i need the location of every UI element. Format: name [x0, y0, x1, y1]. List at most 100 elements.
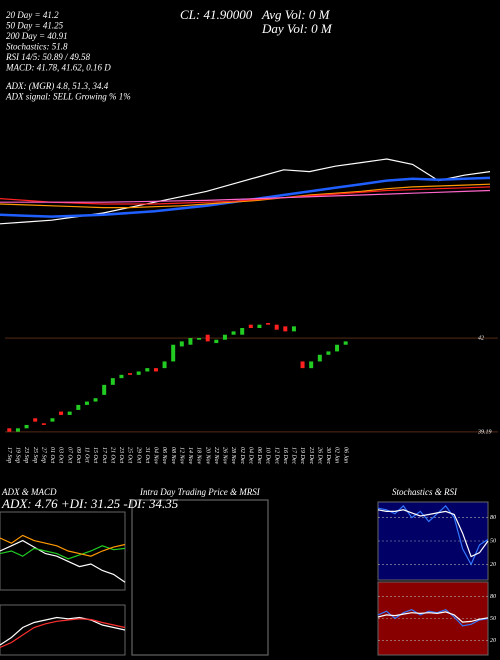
x-tick-label: 20 Nov: [204, 447, 210, 465]
header-text: 20 Day = 41.2: [6, 10, 59, 20]
candle-body: [214, 339, 219, 344]
candle-body: [67, 411, 72, 415]
x-tick-label: 28 Nov: [230, 447, 236, 465]
line-series: [377, 505, 489, 566]
x-tick-label: 23 Sep: [23, 447, 29, 463]
candle-body: [266, 323, 271, 325]
header-text: ADX signal: SELL Growing % 1%: [5, 92, 131, 102]
candle-body: [15, 428, 20, 432]
x-tick-label: 31 Oct: [144, 446, 150, 463]
line-series: [0, 539, 126, 583]
candle-body: [162, 361, 167, 369]
x-tick-label: 06 Dec: [256, 447, 262, 464]
x-tick-label: 11 Oct: [84, 447, 90, 463]
line-series: [0, 616, 126, 646]
x-tick-label: 04 Nov: [153, 447, 160, 465]
x-tick-label: 17 Oct: [101, 447, 107, 463]
y-tick-label: 39.19: [477, 429, 492, 435]
candle-body: [110, 378, 115, 385]
x-tick-label: 09 Oct: [75, 447, 81, 463]
candle-body: [188, 338, 193, 345]
x-tick-label: 25 Sep: [32, 447, 38, 463]
x-tick-label: 12 Dec: [273, 447, 279, 464]
close: CL: 41.90000: [180, 7, 253, 22]
y-tick-label: 20: [490, 562, 496, 568]
x-tick-label: 17 Dec: [291, 447, 297, 464]
line-series: [0, 545, 126, 560]
header-text: RSI 14/5: 50.89 / 49.58: [5, 52, 90, 62]
x-tick-label: 10 Dec: [265, 447, 271, 464]
x-tick-label: 01 Oct: [49, 447, 55, 463]
y-tick-label: 50: [490, 616, 496, 622]
candle-body: [179, 341, 184, 347]
x-tick-label: 19 Sep: [15, 447, 21, 463]
header-text: Stochastics: 51.8: [6, 42, 68, 52]
x-tick-label: 26 Dec: [316, 447, 322, 464]
line-series: [0, 186, 491, 205]
x-tick-label: 17 Sep: [6, 447, 12, 463]
x-tick-label: 02 Jan: [334, 447, 340, 463]
candle-body: [197, 338, 202, 340]
candle-body: [205, 334, 210, 342]
candle-body: [274, 324, 279, 330]
candle-body: [41, 423, 46, 425]
x-tick-label: 02 Dec: [239, 447, 245, 464]
candle-body: [326, 351, 331, 355]
x-tick-label: 06 Nov: [161, 447, 167, 465]
candle-body: [128, 373, 133, 375]
header-text: MACD: 41.78, 41.62, 0.16 D: [5, 63, 111, 73]
x-tick-label: 04 Dec: [247, 447, 254, 464]
line-series: [0, 183, 491, 209]
header-text: 50 Day = 41.25: [6, 21, 64, 31]
candle-body: [248, 324, 253, 329]
candle-body: [231, 331, 236, 335]
x-tick-label: 12 Nov: [178, 447, 184, 465]
candle-body: [59, 411, 64, 415]
x-tick-label: 14 Nov: [187, 447, 194, 465]
candle-body: [136, 371, 141, 375]
x-tick-label: 23 Oct: [118, 447, 124, 463]
candle-body: [309, 361, 314, 369]
x-tick-label: 23 Dec: [308, 447, 314, 464]
candle-body: [24, 424, 29, 429]
line-series: [377, 611, 489, 623]
candle-body: [291, 326, 296, 332]
candle-body: [283, 326, 288, 332]
candle-body: [153, 368, 158, 372]
y-tick-label: 50: [490, 538, 496, 544]
x-tick-label: 29 Oct: [135, 447, 141, 463]
header-text: ADX: (MGR) 4.8, 51.3, 34.4: [5, 81, 109, 91]
candle-body: [119, 374, 124, 379]
candle-body: [222, 334, 227, 340]
candle-body: [33, 418, 38, 422]
candle-body: [257, 324, 262, 329]
candle-body: [171, 344, 176, 362]
x-tick-label: 07 Oct: [66, 447, 72, 463]
candle-body: [317, 354, 322, 362]
x-tick-label: 03 Oct: [58, 447, 64, 463]
avg-vol: Avg Vol: 0 M: [261, 7, 331, 22]
x-tick-label: 26 Nov: [222, 447, 228, 465]
panel-title: ADX & MACD: [1, 487, 57, 497]
candle-body: [84, 401, 89, 405]
panel: [377, 501, 489, 581]
candle-body: [343, 341, 348, 345]
y-tick-label: 42: [478, 334, 484, 341]
header-text: 200 Day = 40.91: [6, 31, 68, 41]
x-tick-label: 22 Nov: [213, 447, 219, 465]
line-series: [0, 618, 126, 649]
candle-body: [240, 328, 245, 335]
intraday-title: Intra Day Trading Price & MRSI: [139, 487, 261, 497]
candle-body: [76, 404, 81, 410]
y-tick-label: 20: [490, 638, 496, 644]
panel: [0, 604, 126, 656]
candle-body: [335, 344, 340, 352]
panel-subtitle: ADX: 4.76 +DI: 31.25 -DI: 34.35: [1, 496, 179, 511]
candle-body: [50, 418, 55, 422]
candle-body: [7, 428, 12, 432]
day-vol: Day Vol: 0 M: [261, 21, 333, 36]
intraday-box: [131, 499, 269, 656]
candle-body: [145, 368, 150, 372]
x-tick-label: 15 Oct: [92, 447, 98, 463]
